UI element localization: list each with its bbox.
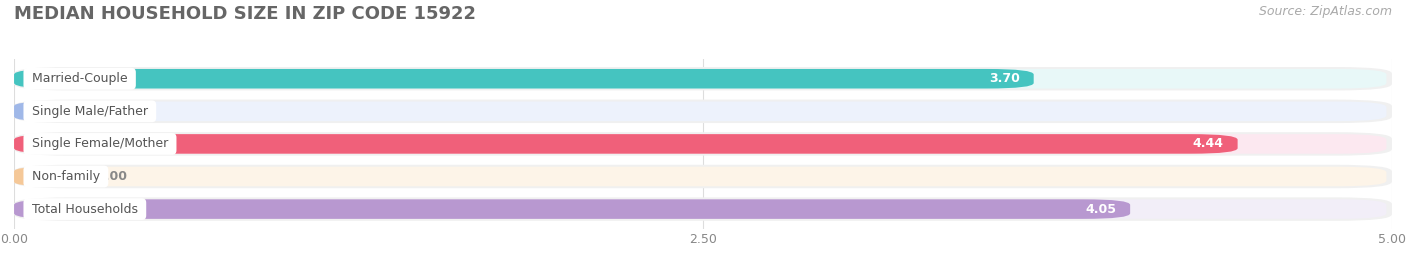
FancyBboxPatch shape: [14, 100, 1392, 123]
FancyBboxPatch shape: [14, 165, 1392, 188]
FancyBboxPatch shape: [14, 134, 1237, 154]
FancyBboxPatch shape: [14, 197, 1392, 221]
Text: Total Households: Total Households: [28, 203, 142, 215]
Text: Single Female/Mother: Single Female/Mother: [28, 137, 172, 150]
FancyBboxPatch shape: [14, 101, 75, 121]
FancyBboxPatch shape: [20, 167, 1386, 186]
FancyBboxPatch shape: [14, 67, 1392, 90]
FancyBboxPatch shape: [14, 167, 75, 186]
FancyBboxPatch shape: [14, 199, 1130, 219]
FancyBboxPatch shape: [14, 69, 1033, 89]
FancyBboxPatch shape: [20, 134, 1386, 154]
Text: Married-Couple: Married-Couple: [28, 72, 132, 85]
FancyBboxPatch shape: [20, 199, 1386, 219]
Text: Non-family: Non-family: [28, 170, 104, 183]
Text: 4.44: 4.44: [1192, 137, 1223, 150]
FancyBboxPatch shape: [20, 101, 1386, 121]
Text: 0.00: 0.00: [97, 105, 128, 118]
Text: Source: ZipAtlas.com: Source: ZipAtlas.com: [1258, 5, 1392, 18]
Text: 4.05: 4.05: [1085, 203, 1116, 215]
Text: 0.00: 0.00: [97, 170, 128, 183]
FancyBboxPatch shape: [14, 132, 1392, 156]
Text: MEDIAN HOUSEHOLD SIZE IN ZIP CODE 15922: MEDIAN HOUSEHOLD SIZE IN ZIP CODE 15922: [14, 5, 477, 23]
Text: 3.70: 3.70: [988, 72, 1019, 85]
FancyBboxPatch shape: [20, 69, 1386, 89]
Text: Single Male/Father: Single Male/Father: [28, 105, 152, 118]
